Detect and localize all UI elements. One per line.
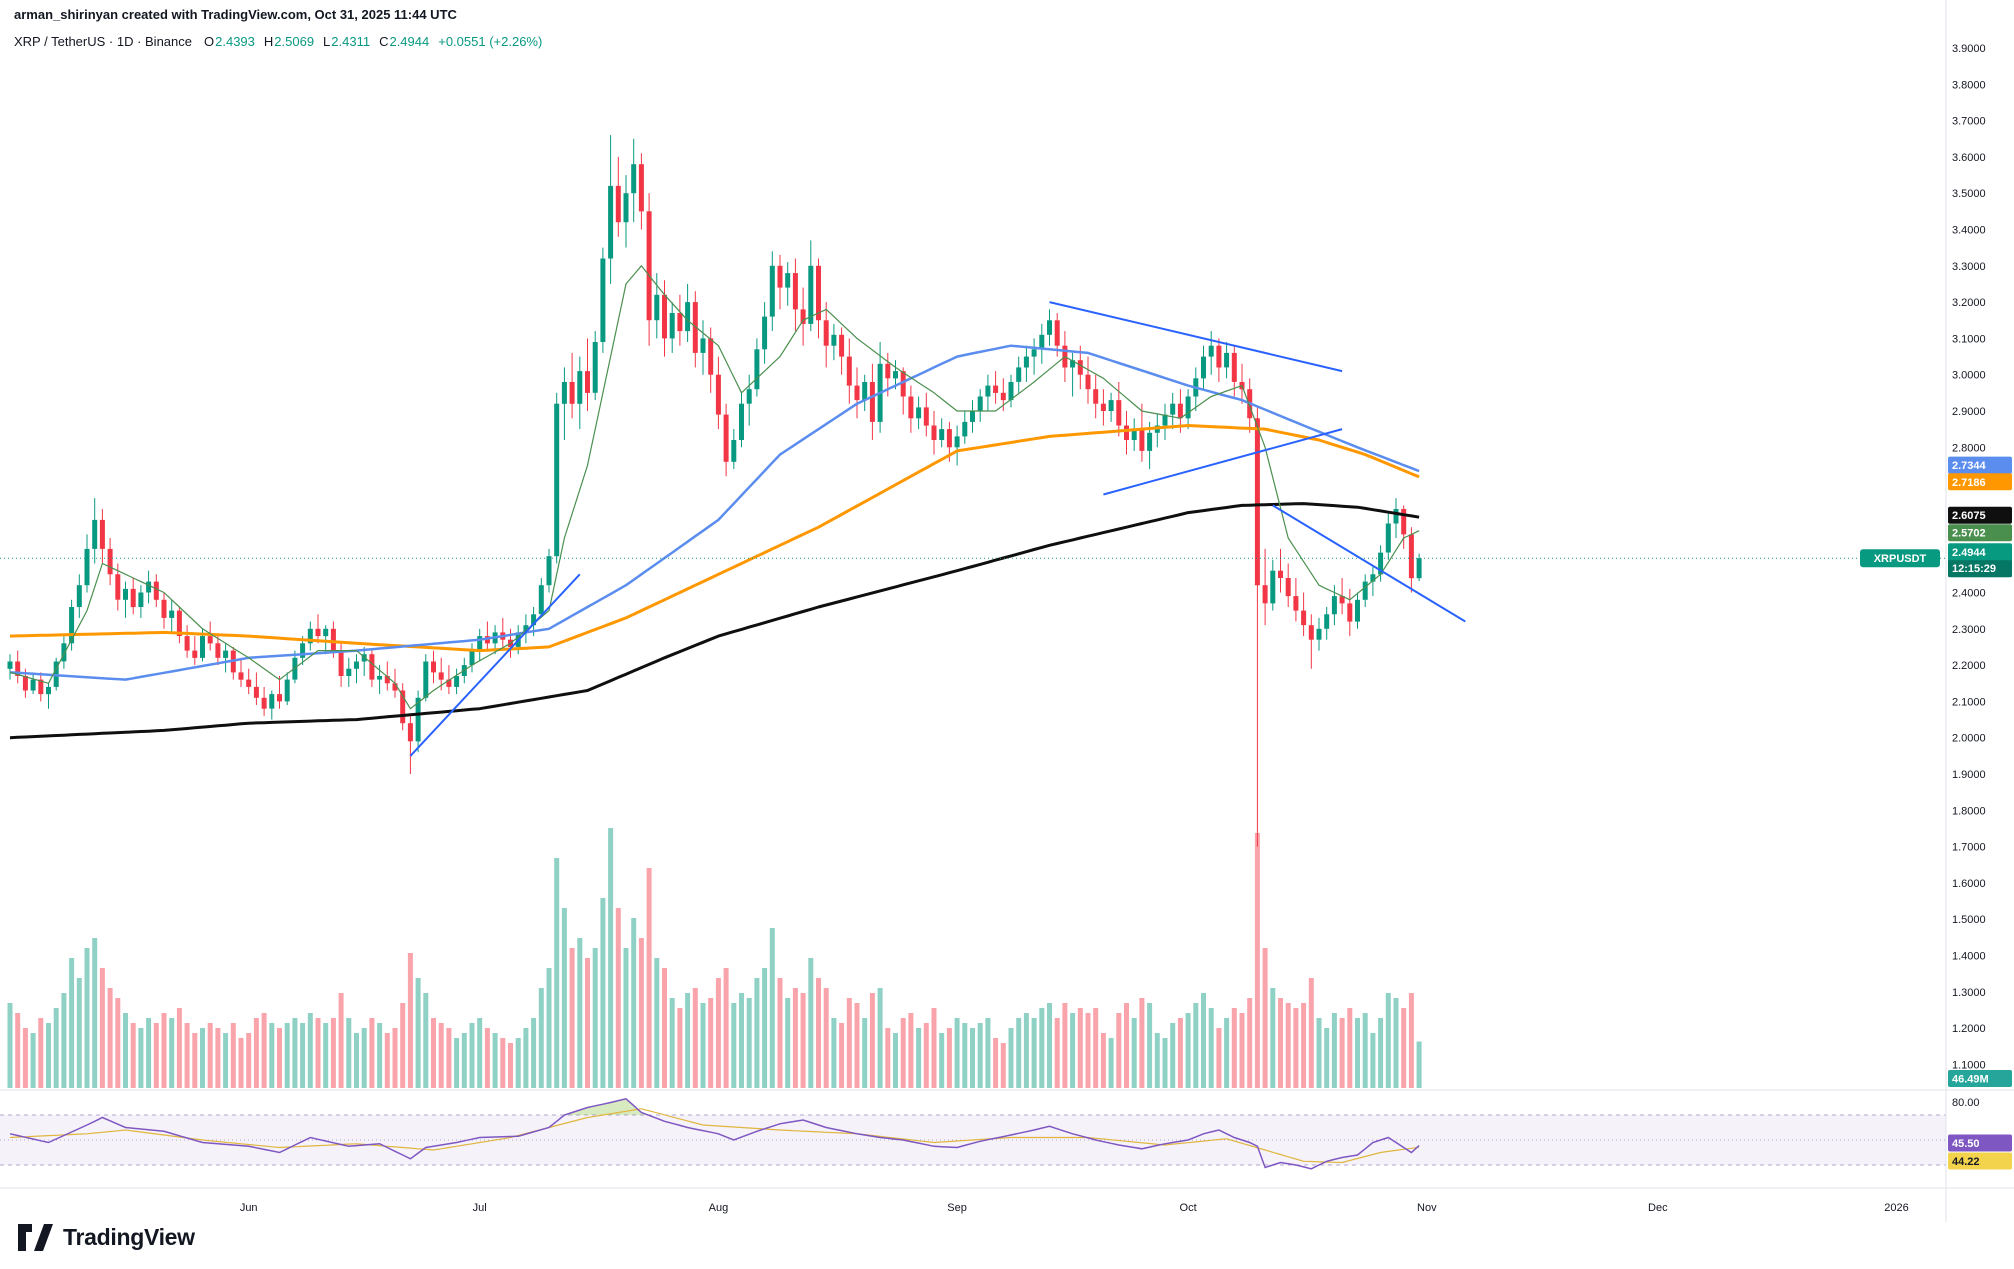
svg-text:2026: 2026: [1884, 1202, 1908, 1214]
svg-text:2.7186: 2.7186: [1952, 477, 1986, 489]
symbol-price-flag: XRPUSDT: [1860, 549, 1940, 568]
svg-text:2.7344: 2.7344: [1952, 460, 1987, 472]
svg-text:Sep: Sep: [947, 1202, 967, 1214]
low-label: L: [323, 34, 331, 49]
high-value: 2.5069: [274, 34, 315, 49]
svg-text:2.4000: 2.4000: [1952, 588, 1986, 600]
axis-tag-2.7186: 2.7186: [1948, 473, 2012, 491]
trendline-1[interactable]: [409, 573, 581, 757]
rsi-ma-value-tag: 44.22: [1948, 1152, 2012, 1170]
axis-tag-2.5702: 2.5702: [1948, 524, 2012, 542]
tradingview-logo-icon: [18, 1224, 53, 1251]
svg-text:2.2000: 2.2000: [1952, 660, 1986, 672]
svg-text:Dec: Dec: [1648, 1202, 1668, 1214]
rsi-pane: [0, 1097, 1946, 1170]
price-scale[interactable]: 3.9000 3.8000 3.7000 3.6000 3.5000 3.4000 3.30…: [1948, 43, 2012, 1170]
svg-text:3.2000: 3.2000: [1952, 297, 1986, 309]
svg-text:2.1000: 2.1000: [1952, 696, 1986, 708]
candles: [7, 135, 1422, 847]
svg-text:1.9000: 1.9000: [1952, 769, 1986, 781]
svg-text:3.3000: 3.3000: [1952, 261, 1986, 273]
current-price-tag: 2.4944 12:15:29: [1948, 543, 2012, 578]
svg-text:3.7000: 3.7000: [1952, 116, 1986, 128]
open-value: 2.4393: [215, 34, 255, 49]
svg-text:3.9000: 3.9000: [1952, 43, 1986, 55]
svg-text:12:15:29: 12:15:29: [1952, 563, 1996, 575]
svg-text:1.6000: 1.6000: [1952, 878, 1986, 890]
svg-text:2.4944: 2.4944: [1952, 547, 1987, 559]
svg-text:3.6000: 3.6000: [1952, 152, 1986, 164]
time-scale[interactable]: Jun Jul Aug Sep Oct Nov Dec 2026: [240, 1202, 1909, 1214]
rsi-value-tag: 45.50: [1948, 1134, 2012, 1152]
svg-text:1.8000: 1.8000: [1952, 805, 1986, 817]
svg-text:44.22: 44.22: [1952, 1156, 1980, 1168]
svg-text:Jul: Jul: [473, 1202, 487, 1214]
svg-text:3.5000: 3.5000: [1952, 188, 1986, 200]
svg-text:Nov: Nov: [1417, 1202, 1437, 1214]
svg-text:46.49M: 46.49M: [1952, 1074, 1989, 1086]
volume-value-tag: 46.49M: [1948, 1070, 2012, 1087]
close-label: C: [379, 34, 389, 49]
low-value: 2.4311: [331, 34, 371, 49]
symbol-title[interactable]: XRP / TetherUS · 1D · Binance: [14, 34, 192, 49]
trendline-4[interactable]: [1272, 504, 1466, 623]
svg-text:3.1000: 3.1000: [1952, 333, 1986, 345]
svg-text:45.50: 45.50: [1952, 1138, 1980, 1150]
ma-green-fast[interactable]: [9, 265, 1420, 710]
svg-text:3.0000: 3.0000: [1952, 370, 1986, 382]
svg-text:Oct: Oct: [1180, 1202, 1197, 1214]
volume-bars: [7, 828, 1422, 1088]
svg-text:2.8000: 2.8000: [1952, 442, 1986, 454]
svg-text:2.9000: 2.9000: [1952, 406, 1986, 418]
svg-text:Jun: Jun: [240, 1202, 258, 1214]
svg-text:1.1000: 1.1000: [1952, 1059, 1986, 1071]
trendline-2[interactable]: [1049, 301, 1343, 373]
svg-text:80.00: 80.00: [1952, 1097, 1980, 1109]
svg-text:1.4000: 1.4000: [1952, 951, 1986, 963]
trendline-3[interactable]: [1103, 428, 1343, 496]
svg-text:2.0000: 2.0000: [1952, 733, 1986, 745]
high-label: H: [263, 34, 274, 49]
svg-text:1.7000: 1.7000: [1952, 842, 1986, 854]
close-value: 2.4944: [389, 34, 430, 49]
svg-text:XRPUSDT: XRPUSDT: [1874, 553, 1927, 565]
svg-text:3.8000: 3.8000: [1952, 79, 1986, 91]
attribution-text: arman_shirinyan created with TradingView…: [14, 7, 457, 22]
svg-text:1.5000: 1.5000: [1952, 914, 1986, 926]
svg-text:1.2000: 1.2000: [1952, 1023, 1986, 1035]
ma-black-slow[interactable]: [9, 502, 1420, 740]
svg-text:Aug: Aug: [709, 1202, 729, 1214]
svg-text:2.6075: 2.6075: [1952, 510, 1986, 522]
ohlc-values: O 2.4393 H 2.5069 L 2.4311 C 2.4944 +0.0551 …: [204, 34, 542, 49]
svg-text:3.4000: 3.4000: [1952, 225, 1986, 237]
ma-blue[interactable]: [9, 344, 1420, 681]
ma-orange[interactable]: [9, 424, 1420, 653]
tradingview-logo-text: TradingView: [63, 1224, 195, 1250]
rsi-line[interactable]: [9, 1097, 1420, 1170]
svg-text:2.5702: 2.5702: [1952, 528, 1986, 540]
rsi-ma-line[interactable]: [9, 1108, 1420, 1164]
open-label: O: [204, 34, 215, 49]
svg-text:1.3000: 1.3000: [1952, 987, 1986, 999]
axis-tag-2.7344: 2.7344: [1948, 456, 2012, 474]
tradingview-logo[interactable]: TradingView: [18, 1224, 195, 1251]
axis-tag-2.6075: 2.6075: [1948, 506, 2012, 524]
change-value: +0.0551 (+2.26%): [438, 34, 543, 49]
svg-text:2.3000: 2.3000: [1952, 624, 1986, 636]
